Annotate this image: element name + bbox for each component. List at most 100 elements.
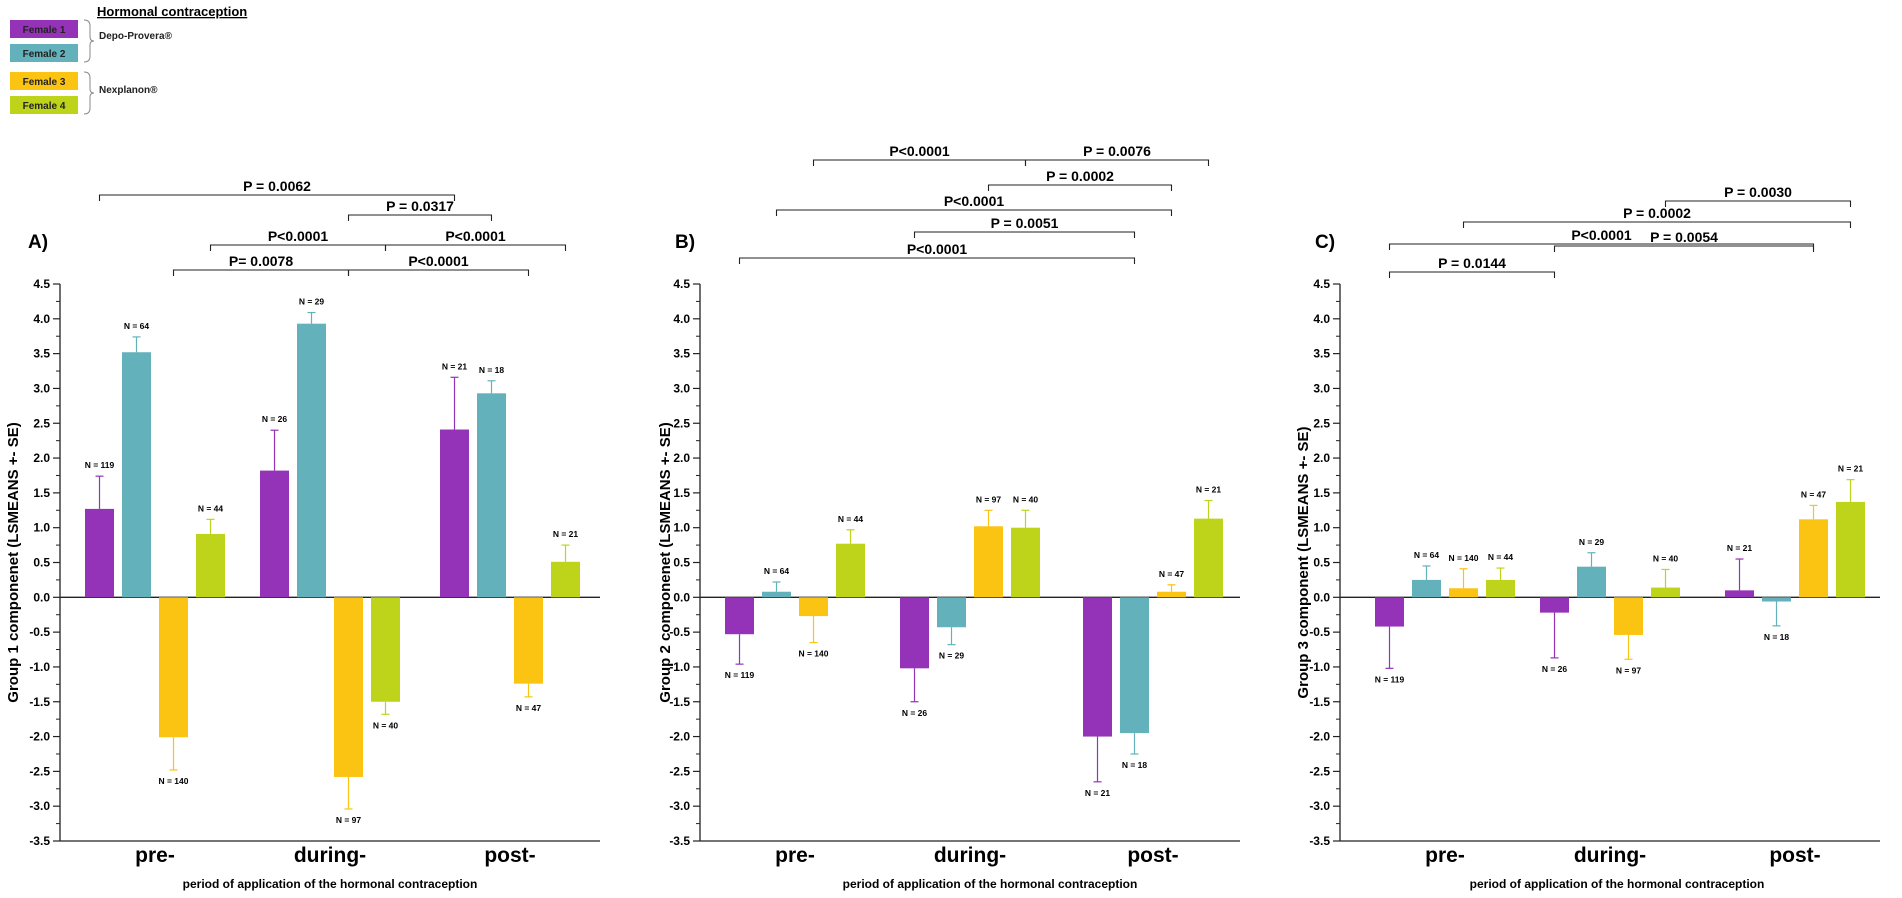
n-label: N = 140 (798, 649, 828, 659)
y-tick-label: -1.5 (29, 695, 50, 709)
bar (260, 470, 289, 598)
significance-bracket (384, 244, 567, 251)
n-label: N = 47 (516, 703, 542, 713)
bar (196, 533, 225, 598)
y-tick-label: 2.5 (1313, 416, 1330, 430)
p-value-label: P = 0.0144 (1438, 255, 1506, 271)
p-value-label: P = 0.0076 (1083, 143, 1151, 159)
y-tick-label: 4.0 (33, 312, 50, 326)
y-tick-label: -2.0 (29, 730, 50, 744)
y-tick-label: -3.5 (1309, 834, 1330, 848)
legend-swatch-3 (10, 72, 78, 90)
y-tick-label: -3.0 (669, 799, 690, 813)
n-label: N = 26 (1542, 664, 1568, 674)
y-tick-label: -3.0 (1309, 799, 1330, 813)
y-tick-label: 0.0 (33, 590, 50, 604)
x-category-label: pre- (135, 844, 175, 867)
y-tick-label: -2.5 (669, 764, 690, 778)
y-tick-label: 2.5 (33, 416, 50, 430)
p-value-label: P = 0.0317 (386, 198, 454, 214)
y-tick-label: 3.5 (673, 347, 690, 361)
n-label: N = 44 (198, 503, 224, 513)
significance-bracket (1553, 245, 1815, 252)
significance-bracket (775, 209, 1173, 216)
n-label: N = 26 (902, 708, 928, 718)
y-tick-label: 1.5 (1313, 486, 1330, 500)
bar (122, 352, 151, 598)
significance-bracket (1664, 200, 1852, 207)
y-tick-label: 4.0 (673, 312, 690, 326)
y-axis-label: Group 3 component (LSMEANS +- SE) (1295, 426, 1312, 698)
y-tick-label: 0.5 (1313, 556, 1330, 570)
y-tick-label: 3.5 (33, 347, 50, 361)
n-label: N = 44 (1488, 552, 1514, 562)
bar (371, 597, 400, 702)
panel-label: B) (675, 232, 695, 253)
n-label: N = 47 (1159, 569, 1185, 579)
y-tick-label: 0.5 (33, 556, 50, 570)
y-tick-label: 1.5 (33, 486, 50, 500)
significance-bracket (347, 269, 530, 276)
legend-swatch-4 (10, 96, 78, 114)
bar (1486, 579, 1515, 598)
significance-bracket (1388, 243, 1815, 250)
p-value-label: P<0.0001 (1571, 227, 1632, 243)
panel-label: A) (28, 232, 48, 253)
bar (799, 597, 828, 617)
bar (334, 597, 363, 777)
significance-bracket (812, 159, 1027, 166)
n-label: N = 29 (939, 651, 965, 661)
significance-bracket (209, 244, 387, 251)
y-tick-label: -2.0 (1309, 730, 1330, 744)
bar (1011, 527, 1040, 598)
n-label: N = 26 (262, 414, 288, 424)
n-label: N = 40 (1013, 494, 1039, 504)
n-label: N = 44 (838, 514, 864, 524)
significance-bracket (1388, 271, 1556, 278)
y-tick-label: -0.5 (1309, 625, 1330, 639)
significance-bracket (98, 194, 456, 201)
y-tick-label: 2.0 (673, 451, 690, 465)
n-label: N = 21 (1196, 485, 1222, 495)
bar (1725, 590, 1754, 598)
y-tick-label: 3.5 (1313, 347, 1330, 361)
p-value-label: P<0.0001 (907, 241, 968, 257)
bar (440, 429, 469, 598)
bar (1194, 518, 1223, 598)
n-label: N = 21 (442, 361, 468, 371)
bar (1836, 501, 1865, 598)
y-tick-label: -3.5 (29, 834, 50, 848)
y-tick-label: 2.5 (673, 416, 690, 430)
x-category-label: post- (1769, 844, 1820, 867)
n-label: N = 140 (1448, 553, 1478, 563)
y-tick-label: 4.5 (673, 277, 690, 291)
n-label: N = 119 (1375, 674, 1405, 684)
n-label: N = 21 (1838, 464, 1864, 474)
y-tick-label: 4.5 (1313, 277, 1330, 291)
bar (937, 597, 966, 628)
x-axis-label: period of application of the hormonal co… (843, 877, 1138, 891)
y-tick-label: 3.0 (33, 381, 50, 395)
bar (297, 323, 326, 598)
legend-entry-label: Female 3 (23, 77, 66, 88)
n-label: N = 97 (976, 494, 1002, 504)
n-label: N = 40 (1653, 553, 1679, 563)
n-label: N = 21 (1085, 788, 1111, 798)
y-tick-label: 1.0 (1313, 521, 1330, 535)
chart-panel-3: C) 4.5 4.0 3.5 3.0 2.5 2.0 1.5 1.0 0.5 0.0 -0.5 -1.0… (1295, 184, 1880, 891)
y-tick-label: -0.5 (669, 625, 690, 639)
y-tick-label: 2.0 (1313, 451, 1330, 465)
bar (1614, 597, 1643, 635)
significance-bracket (172, 269, 350, 276)
y-tick-label: -3.5 (669, 834, 690, 848)
bar (762, 591, 791, 598)
bar (477, 393, 506, 598)
chart-panel-2: B) 4.5 4.0 3.5 3.0 2.5 2.0 1.5 1.0 0.5 0.0 -0.5 -1.0… (657, 143, 1240, 891)
y-tick-label: -0.5 (29, 625, 50, 639)
n-label: N = 140 (158, 776, 188, 786)
y-tick-label: 1.5 (673, 486, 690, 500)
legend-entry-label: Female 1 (23, 25, 66, 36)
x-category-label: during- (1574, 844, 1646, 867)
legend-title: Hormonal contraception (97, 4, 247, 19)
